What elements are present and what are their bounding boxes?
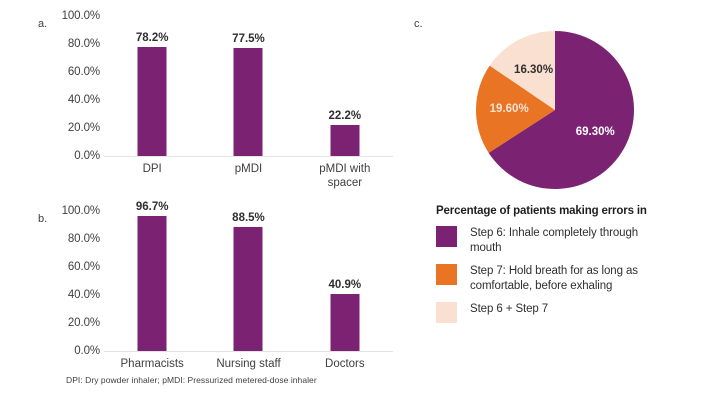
- x-axis-category-label: Pharmacists: [120, 358, 184, 370]
- bar-value-label: 96.7%: [135, 200, 169, 213]
- bar[interactable]: [330, 293, 360, 351]
- bar-slot: 78.2%: [104, 16, 200, 156]
- y-axis-tick-label: 0.0%: [74, 345, 100, 357]
- y-axis-tick-label: 80.0%: [67, 38, 100, 50]
- pie-chart-panel-c: 69.30% 19.60% 16.30%: [475, 30, 635, 190]
- legend-color-swatch: [436, 264, 457, 285]
- bar-value-label: 77.5%: [232, 32, 265, 45]
- legend-item[interactable]: Step 6 + Step 7: [436, 302, 701, 323]
- bar-value-label: 88.5%: [232, 212, 265, 225]
- bar-slot: 77.5%: [200, 16, 296, 156]
- y-axis-tick-label: 60.0%: [67, 261, 100, 273]
- y-axis-tick-label: 20.0%: [67, 122, 100, 134]
- legend-item-label: Step 6: Inhale completely through mouth: [470, 227, 639, 254]
- x-axis-category-label: DPI: [142, 163, 162, 175]
- y-axis-panel-b: 0.0% 20.0% 40.0% 60.0% 80.0% 100.0%: [38, 205, 101, 357]
- panel-letter-a: a.: [38, 18, 48, 30]
- y-axis-tick-label: 60.0%: [67, 66, 100, 78]
- legend-item[interactable]: Step 7: Hold breath for as long as comfo…: [436, 264, 701, 293]
- bar-chart-panel-b: 0.0% 20.0% 40.0% 60.0% 80.0% 100.0% 96.7% 88.5…: [38, 201, 393, 357]
- bar-value-label: 78.2%: [135, 31, 169, 44]
- bar-chart-panel-a: 0.0% 20.0% 40.0% 60.0% 80.0% 100.0% 78.2% 77.5…: [38, 10, 393, 162]
- bar[interactable]: [137, 215, 167, 351]
- y-axis-tick-label: 100.0%: [61, 10, 101, 22]
- legend-color-swatch: [436, 302, 457, 323]
- bar[interactable]: [330, 124, 360, 156]
- y-axis-tick-label: 0.0%: [74, 150, 100, 162]
- x-axis-line-panel-a: [104, 156, 393, 157]
- y-axis-panel-a: 0.0% 20.0% 40.0% 60.0% 80.0% 100.0%: [38, 10, 101, 162]
- bar-slot: 22.2%: [297, 16, 393, 156]
- x-axis-category-label: pMDI with spacer: [319, 163, 371, 189]
- pie-slice[interactable]: [488, 31, 634, 189]
- bar-slot: 88.5%: [200, 211, 296, 351]
- pie-legend: Percentage of patients making errors in …: [436, 205, 701, 332]
- legend-item-label: Step 7: Hold breath for as long as comfo…: [470, 265, 638, 292]
- y-axis-tick-label: 80.0%: [67, 233, 100, 245]
- pie-slice[interactable]: [476, 65, 555, 153]
- panel-letter-c: c.: [414, 18, 423, 30]
- legend-item[interactable]: Step 6: Inhale completely through mouth: [436, 226, 701, 255]
- legend-item-label: Step 6 + Step 7: [470, 303, 549, 315]
- x-axis-category-label: pMDI: [234, 163, 263, 175]
- bar-value-label: 40.9%: [328, 278, 362, 291]
- pie-slice-value-label: 16.30%: [514, 63, 554, 76]
- y-axis-tick-label: 20.0%: [67, 317, 100, 329]
- bar[interactable]: [233, 47, 263, 156]
- pie-slice-value-label: 19.60%: [489, 103, 529, 116]
- y-axis-tick-label: 40.0%: [67, 289, 100, 301]
- x-axis-line-panel-b: [104, 351, 393, 352]
- pie-slice[interactable]: [489, 31, 555, 110]
- legend-color-swatch: [436, 226, 457, 247]
- x-axis-category-label: Nursing staff: [216, 358, 281, 370]
- figure-footnote: DPI: Dry powder inhaler; pMDI: Pressuriz…: [66, 375, 317, 385]
- bar-slot: 40.9%: [297, 211, 393, 351]
- y-axis-tick-label: 40.0%: [67, 94, 100, 106]
- panel-letter-b: b.: [38, 213, 48, 225]
- legend-title: Percentage of patients making errors in: [436, 205, 647, 217]
- bar[interactable]: [233, 227, 263, 351]
- bar[interactable]: [137, 46, 167, 156]
- pie-slice-value-label: 69.30%: [575, 125, 615, 138]
- plot-area-panel-b: 96.7% 88.5% 40.9%: [104, 201, 393, 352]
- pie-chart-svg: [476, 31, 634, 189]
- x-axis-category-label: Doctors: [325, 358, 365, 370]
- plot-area-panel-a: 78.2% 77.5% 22.2%: [104, 16, 393, 157]
- bar-value-label: 22.2%: [328, 109, 362, 122]
- bar-slot: 96.7%: [104, 201, 200, 351]
- y-axis-tick-label: 100.0%: [61, 205, 101, 217]
